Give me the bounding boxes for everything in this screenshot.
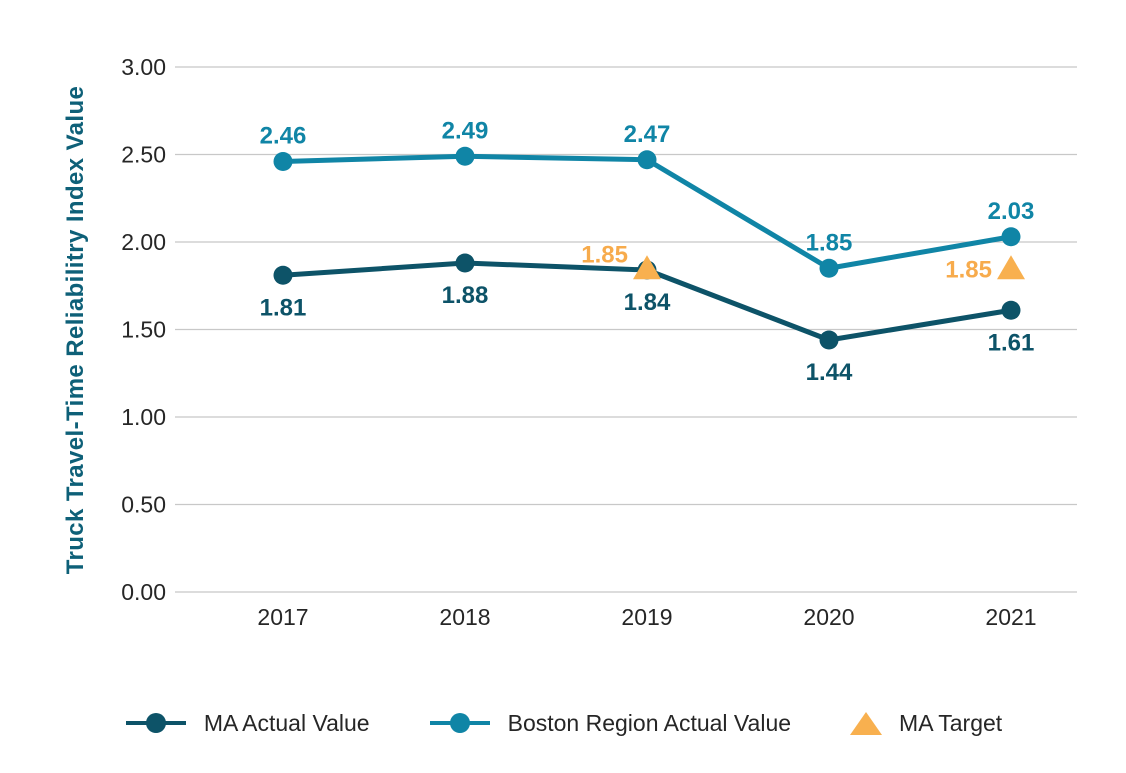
data-label-ma-actual: 1.84	[624, 289, 671, 316]
data-label-boston-actual: 1.85	[806, 229, 853, 256]
data-point-boston-actual	[637, 150, 657, 170]
chart-legend: MA Actual Value Boston Region Actual Valu…	[0, 698, 1126, 748]
target-label: 1.85	[945, 256, 992, 283]
data-point-ma-actual	[273, 265, 293, 285]
y-tick-label: 3.00	[121, 54, 166, 80]
data-point-boston-actual	[819, 258, 839, 278]
target-marker	[633, 255, 661, 280]
x-tick-label: 2021	[985, 604, 1036, 630]
data-label-ma-actual: 1.88	[442, 282, 489, 309]
data-point-boston-actual	[455, 146, 475, 166]
y-tick-label: 1.50	[121, 317, 166, 343]
triangle-marker-icon	[850, 712, 883, 735]
y-tick-label: 2.50	[121, 142, 166, 168]
legend-item-ma-actual: MA Actual Value	[124, 710, 370, 737]
data-point-ma-actual	[1001, 300, 1021, 320]
data-label-ma-actual: 1.44	[806, 359, 853, 386]
x-tick-label: 2020	[803, 604, 854, 630]
line-chart: 0.00 0.50 1.00 1.50 2.00 2.50 3.00 2017 2018 2019…	[121, 54, 1077, 630]
data-label-boston-actual: 2.47	[624, 121, 671, 148]
x-tick-label: 2019	[621, 604, 672, 630]
data-point-ma-actual	[819, 330, 839, 350]
data-point-boston-actual	[273, 152, 293, 171]
series-line-boston-actual	[280, 153, 1014, 271]
data-label-boston-actual: 2.46	[260, 123, 307, 150]
x-tick-label: 2017	[257, 604, 308, 630]
target-label: 1.85	[581, 241, 628, 268]
data-label-ma-actual: 1.61	[988, 329, 1035, 356]
legend-label: Boston Region Actual Value	[507, 709, 792, 736]
x-tick-label: 2018	[439, 604, 490, 630]
y-tick-label: 0.00	[121, 579, 166, 605]
data-label-boston-actual: 2.03	[988, 198, 1035, 225]
data-point-boston-actual	[1001, 227, 1021, 247]
legend-item-boston-actual: Boston Region Actual Value	[428, 710, 791, 737]
y-tick-label: 1.00	[121, 404, 166, 430]
y-tick-label: 0.50	[121, 492, 166, 518]
line-dot-marker-icon	[429, 713, 490, 733]
legend-item-ma-target: MA Target	[849, 710, 1002, 737]
legend-label: MA Target	[899, 709, 1003, 736]
data-point-ma-actual	[455, 253, 475, 273]
target-marker	[997, 255, 1025, 280]
line-dot-marker-icon	[125, 713, 186, 733]
data-label-ma-actual: 1.81	[260, 294, 307, 321]
legend-label: MA Actual Value	[203, 709, 370, 736]
y-tick-label: 2.00	[121, 229, 166, 255]
data-label-boston-actual: 2.49	[442, 117, 489, 144]
